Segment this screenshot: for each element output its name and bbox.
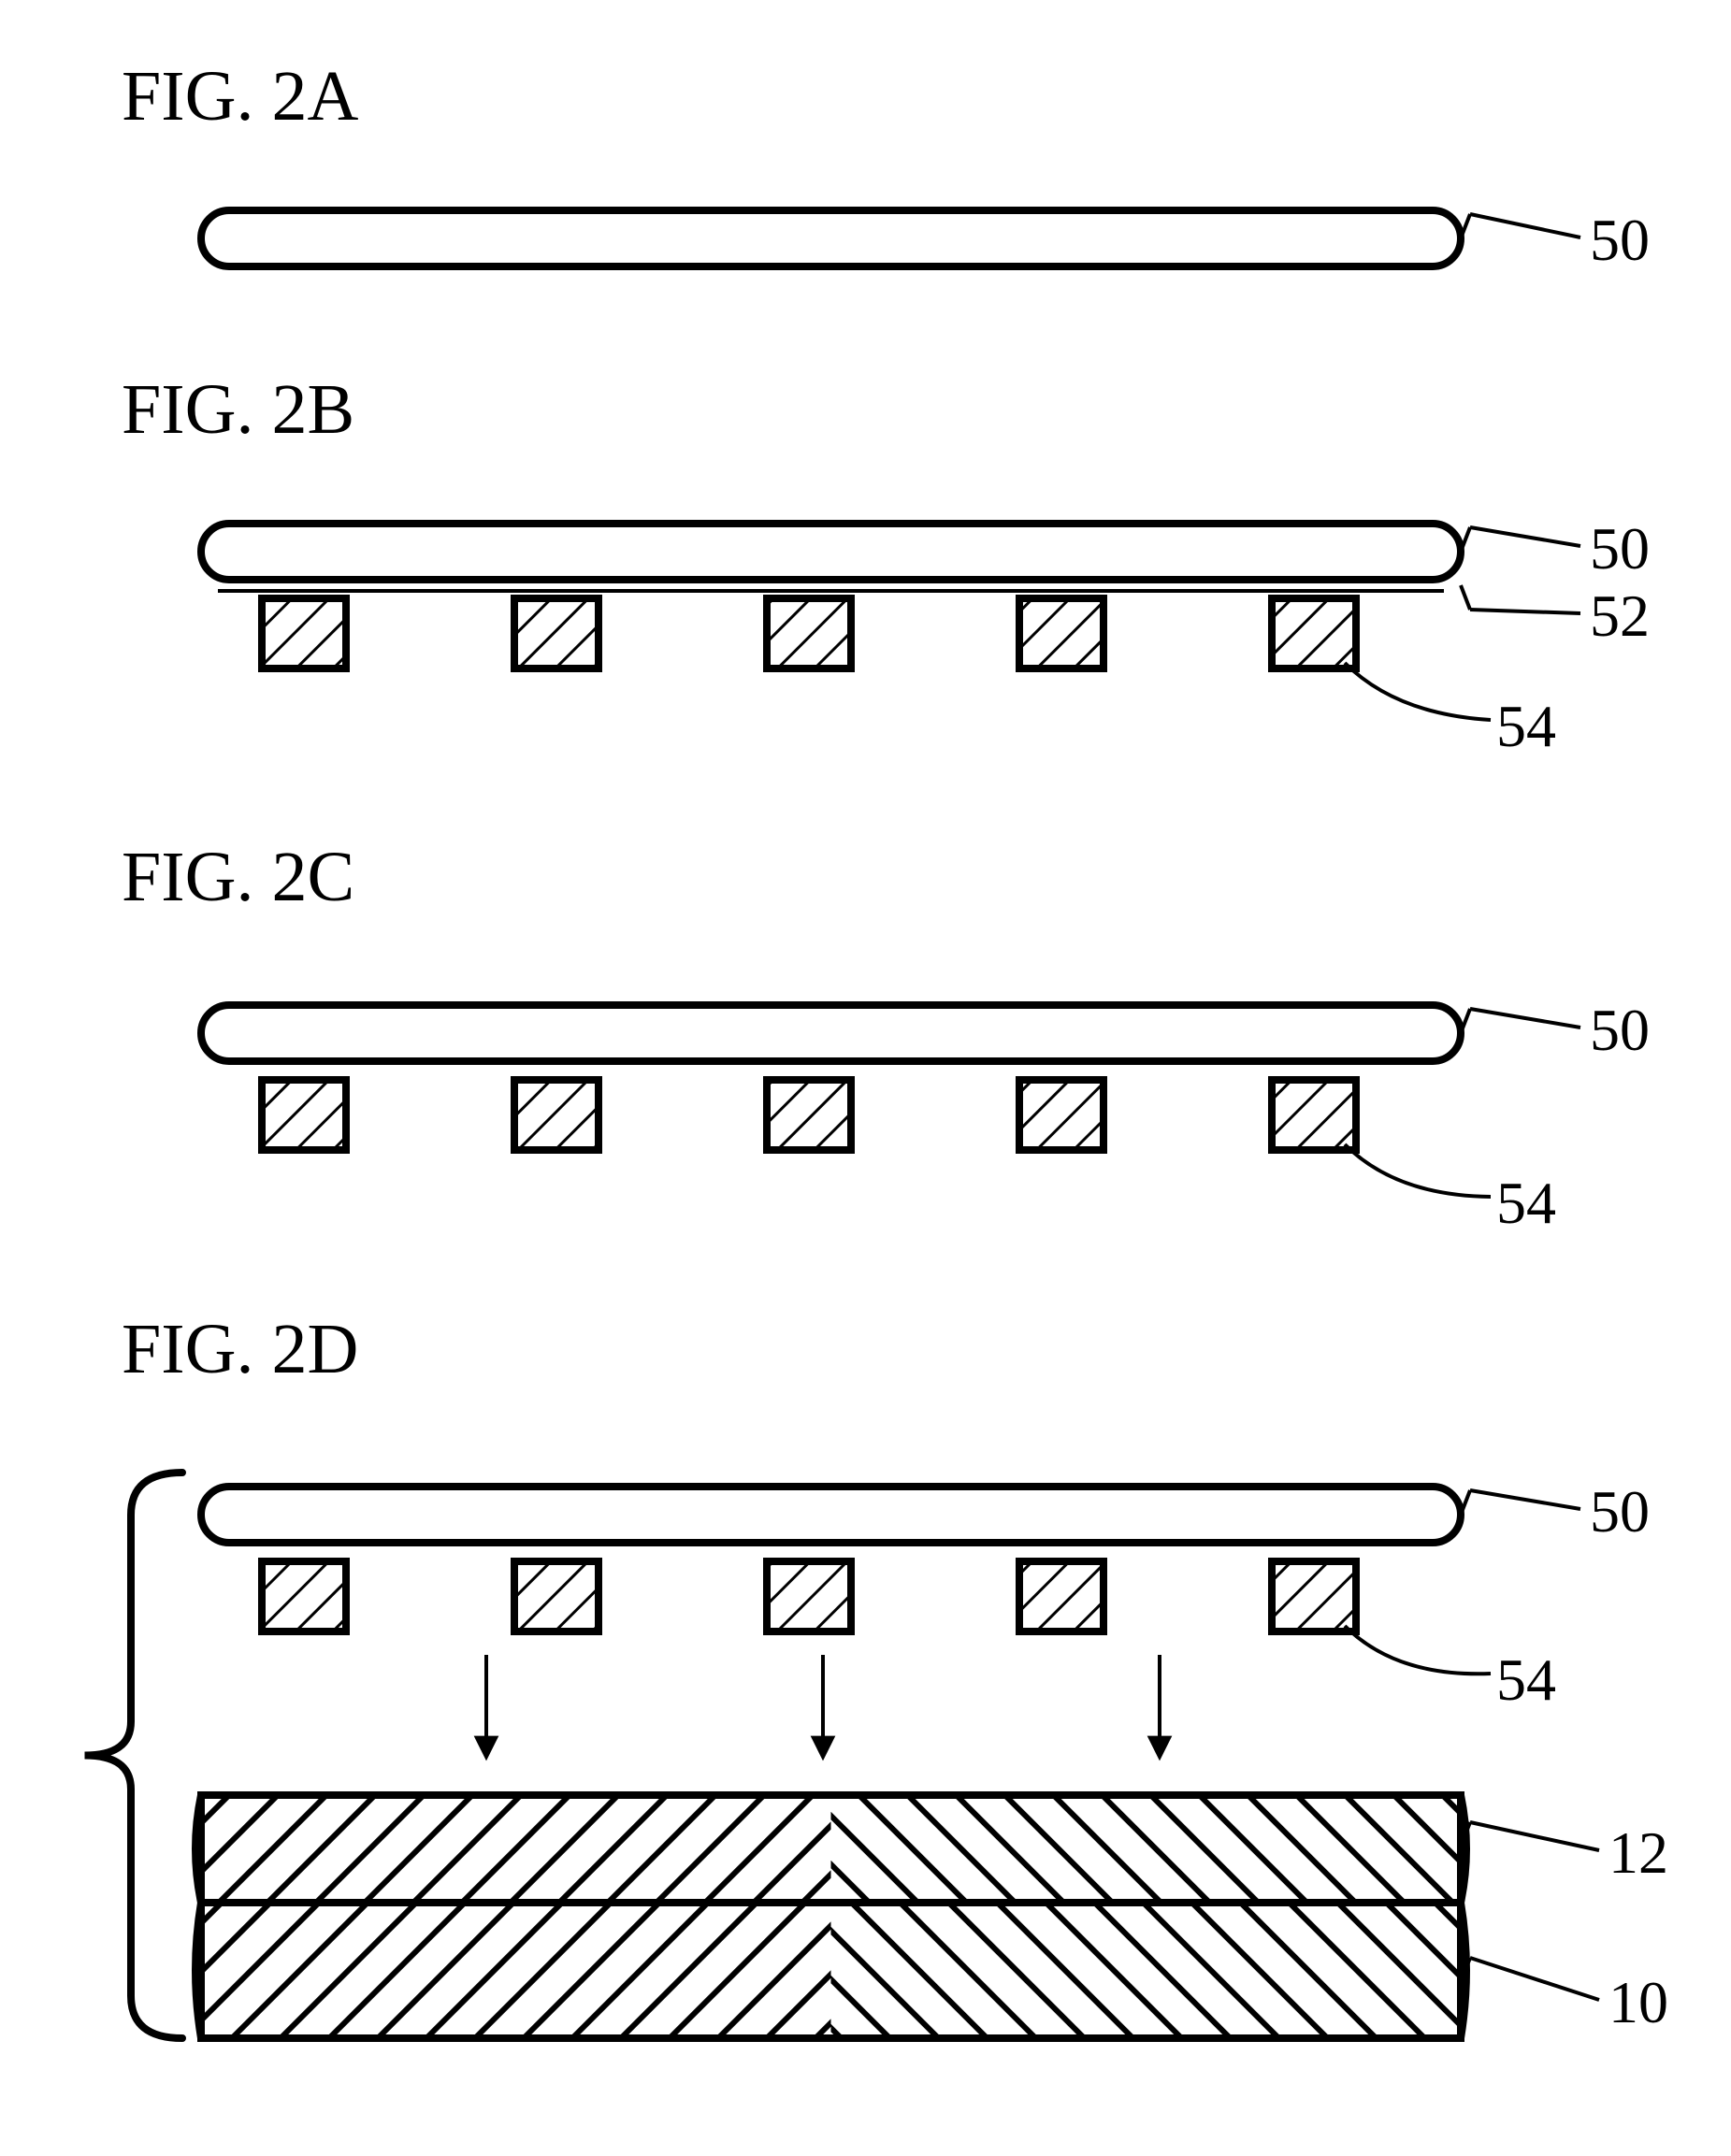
fig2c-bar [201, 1005, 1461, 1061]
fig2c-lbl50-leader [1470, 1009, 1580, 1028]
fig2d-block-1 [514, 1561, 599, 1631]
fig2b-bar [201, 524, 1461, 580]
fig2b-block-2 [767, 598, 851, 668]
fig2d-block-4 [1272, 1561, 1356, 1631]
fig2c-block-2 [767, 1080, 851, 1150]
fig2d-lbl12-leader [1470, 1822, 1599, 1850]
fig2d-lbl54-leader [1345, 1626, 1491, 1674]
fig2d-block-3 [1019, 1561, 1104, 1631]
fig2a-lbl50-label: 50 [1590, 207, 1650, 273]
fig2d-lbl12-label: 12 [1608, 1819, 1668, 1886]
fig2d-brace [85, 1473, 183, 2038]
fig2c-lbl54-label: 54 [1496, 1170, 1556, 1236]
fig2c-block-0 [262, 1080, 346, 1150]
fig2d-lbl50-leader [1470, 1490, 1580, 1509]
fig2d-lbl10-leader [1470, 1958, 1599, 2000]
diagram-canvas: 50505254505450541210 [0, 0, 1731, 2156]
fig2c-lbl50-label: 50 [1590, 997, 1650, 1063]
fig2a-bar [201, 210, 1461, 266]
fig2d-lbl10-label: 10 [1608, 1969, 1668, 2035]
fig2b-block-4 [1272, 598, 1356, 668]
fig2b-block-3 [1019, 598, 1104, 668]
fig2b-lbl54-label: 54 [1496, 693, 1556, 759]
fig2c-block-4 [1272, 1080, 1356, 1150]
fig2b-lbl50-label: 50 [1590, 515, 1650, 582]
fig2b-lbl54-leader [1345, 663, 1491, 720]
fig2a-lbl50-leader [1470, 214, 1580, 237]
fig2d-lbl54-label: 54 [1496, 1646, 1556, 1713]
fig2c-lbl54-leader [1345, 1144, 1491, 1197]
fig2d-block-0 [262, 1561, 346, 1631]
fig2d-bar [201, 1487, 1461, 1543]
fig2b-lbl52-tick [1461, 585, 1470, 610]
fig2b-lbl52-leader [1470, 610, 1580, 613]
fig2b-lbl50-leader [1470, 527, 1580, 546]
fig2c-block-3 [1019, 1080, 1104, 1150]
fig2b-lbl52-label: 52 [1590, 582, 1650, 649]
fig2b-block-1 [514, 598, 599, 668]
fig2d-lbl50-label: 50 [1590, 1478, 1650, 1545]
fig2b-block-0 [262, 598, 346, 668]
fig2c-block-1 [514, 1080, 599, 1150]
fig2d-block-2 [767, 1561, 851, 1631]
